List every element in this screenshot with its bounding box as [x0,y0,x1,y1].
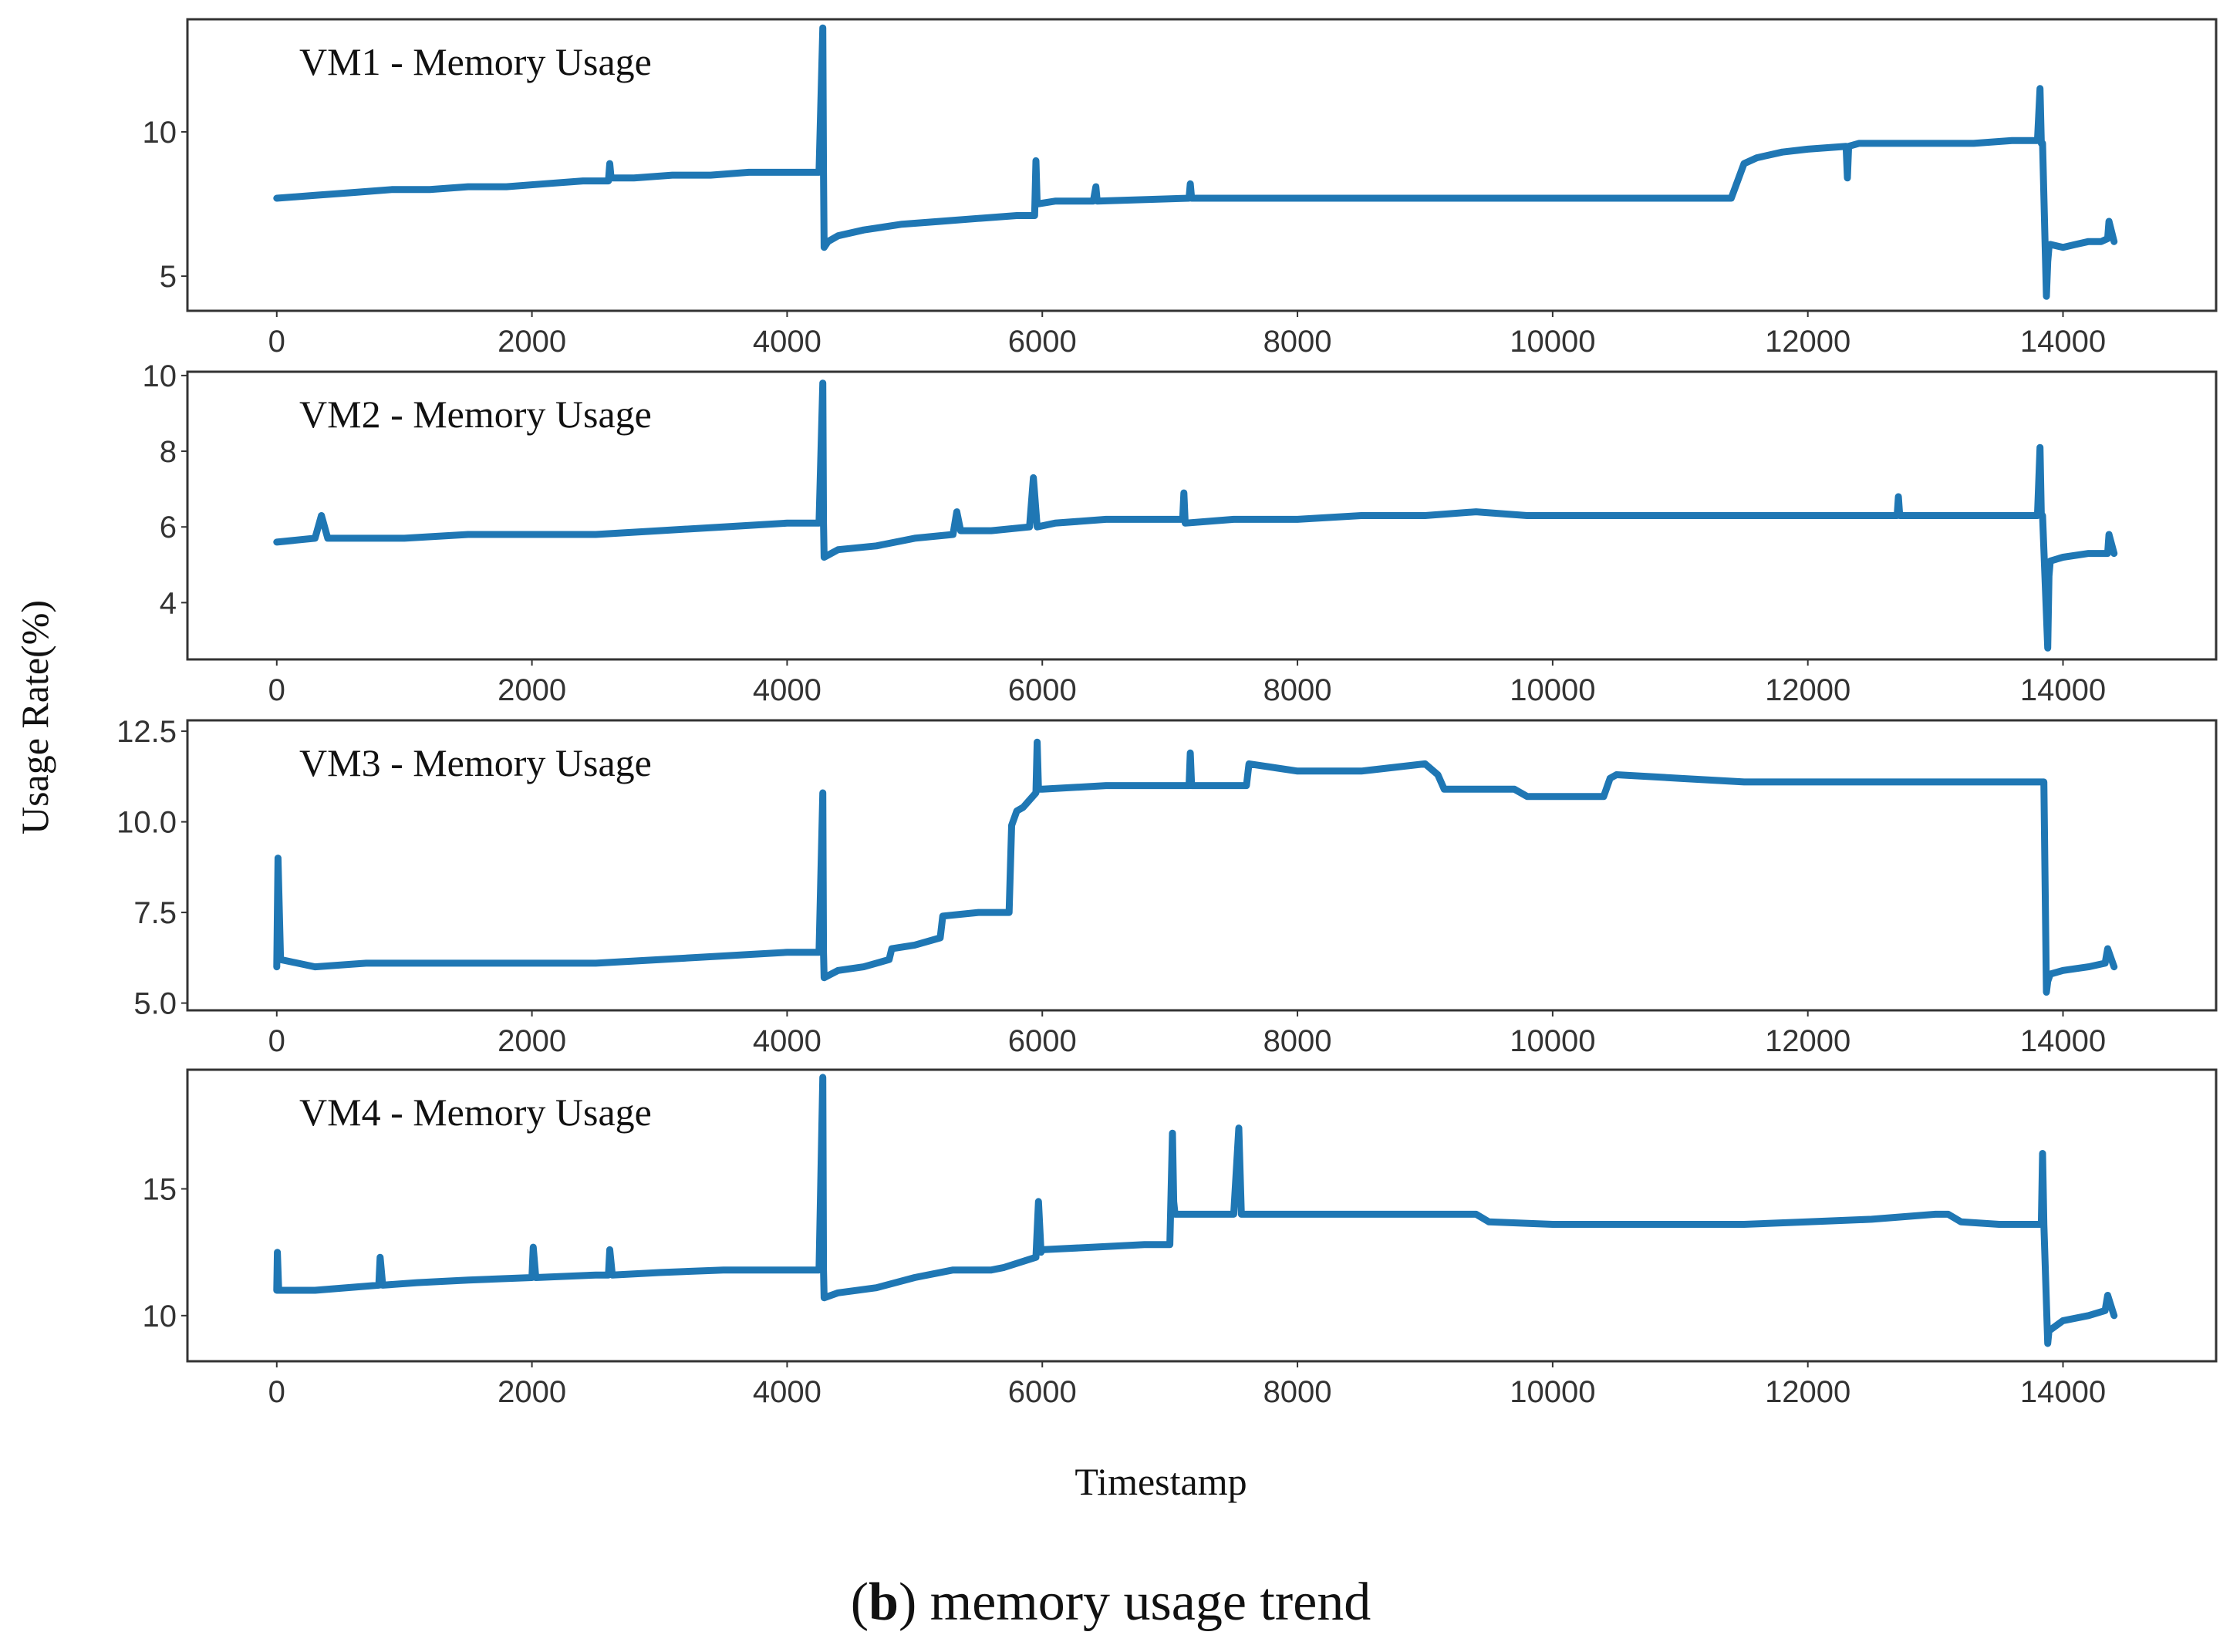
y-tick-label: 7.5 [133,896,177,930]
panel-title: VM2 - Memory Usage [299,393,652,436]
x-tick-label: 0 [268,1024,285,1058]
x-tick-label: 6000 [1008,1375,1077,1409]
panel-vm4: 0 2000 4000 6000 8000 10000 12000 14000 10 15 VM4 … [143,1068,2218,1409]
x-tick-label: 8000 [1263,673,1332,707]
caption-letter: b [869,1573,899,1632]
panel-title: VM1 - Memory Usage [299,40,652,83]
series-line-vm2 [273,379,2118,652]
x-tick-label: 4000 [753,673,821,707]
x-tick-label: 14000 [2020,325,2106,359]
panel-title: VM3 - Memory Usage [299,741,652,784]
x-tick-label: 4000 [753,1024,821,1058]
y-tick-label: 4 [160,586,177,620]
x-tick-label: 4000 [753,1375,821,1409]
series-line-vm3 [273,738,2118,996]
panel-vm3: 0 2000 4000 6000 8000 10000 12000 14000 5.0 7.5 10… [116,715,2218,1058]
y-tick-label: 6 [160,511,177,544]
panel-vm2: 0 2000 4000 6000 8000 10000 12000 14000 4 6 8 10 VM2… [143,359,2218,707]
panel-vm1: 0 2000 4000 6000 8000 10000 12000 14000 5 10 VM1 -… [143,18,2218,359]
y-tick-label: 5.0 [133,987,177,1021]
x-tick-label: 14000 [2020,1024,2106,1058]
x-tick-label: 8000 [1263,1375,1332,1409]
x-tick-label: 2000 [498,1024,566,1058]
x-tick-label: 14000 [2020,1375,2106,1409]
series-line-vm4 [273,1074,2118,1347]
x-tick-label: 6000 [1008,673,1077,707]
plot-frame [186,370,2218,661]
x-tick-label: 2000 [498,673,566,707]
panel-title: VM4 - Memory Usage [299,1091,652,1134]
x-tick-label: 10000 [1510,325,1595,359]
x-tick-label: 0 [268,1375,285,1409]
y-tick-label: 15 [143,1172,177,1206]
x-tick-label: 0 [268,325,285,359]
x-tick-label: 8000 [1263,325,1332,359]
plot-frame [186,719,2218,1012]
x-tick-label: 10000 [1510,673,1595,707]
x-tick-label: 2000 [498,325,566,359]
x-tick-label: 12000 [1765,673,1850,707]
y-tick-label: 8 [160,435,177,469]
x-tick-label: 12000 [1765,325,1850,359]
y-tick-label: 10.0 [116,806,177,840]
x-tick-label: 12000 [1765,1024,1850,1058]
x-tick-label: 14000 [2020,673,2106,707]
x-tick-label: 8000 [1263,1024,1332,1058]
y-tick-label: 12.5 [116,715,177,749]
caption-text: ) memory usage trend [899,1573,1371,1632]
y-tick-label: 10 [143,1300,177,1333]
plot-frame [186,1068,2218,1363]
y-tick-label: 5 [160,260,177,294]
plot-frame [186,18,2218,312]
y-axis-label: Usage Rate(%) [13,600,56,834]
x-tick-label: 2000 [498,1375,566,1409]
x-tick-label: 12000 [1765,1375,1850,1409]
x-tick-label: 4000 [753,325,821,359]
x-tick-label: 10000 [1510,1024,1595,1058]
y-tick-label: 10 [143,359,177,393]
figure-caption: (b) memory usage trend [851,1573,1371,1632]
x-tick-label: 10000 [1510,1375,1595,1409]
caption-open-paren: ( [851,1573,869,1632]
y-tick-label: 10 [143,116,177,150]
x-axis-label: Timestamp [1075,1460,1247,1503]
x-tick-label: 0 [268,673,285,707]
x-tick-label: 6000 [1008,1024,1077,1058]
series-line-vm1 [273,24,2118,300]
x-tick-label: 6000 [1008,325,1077,359]
